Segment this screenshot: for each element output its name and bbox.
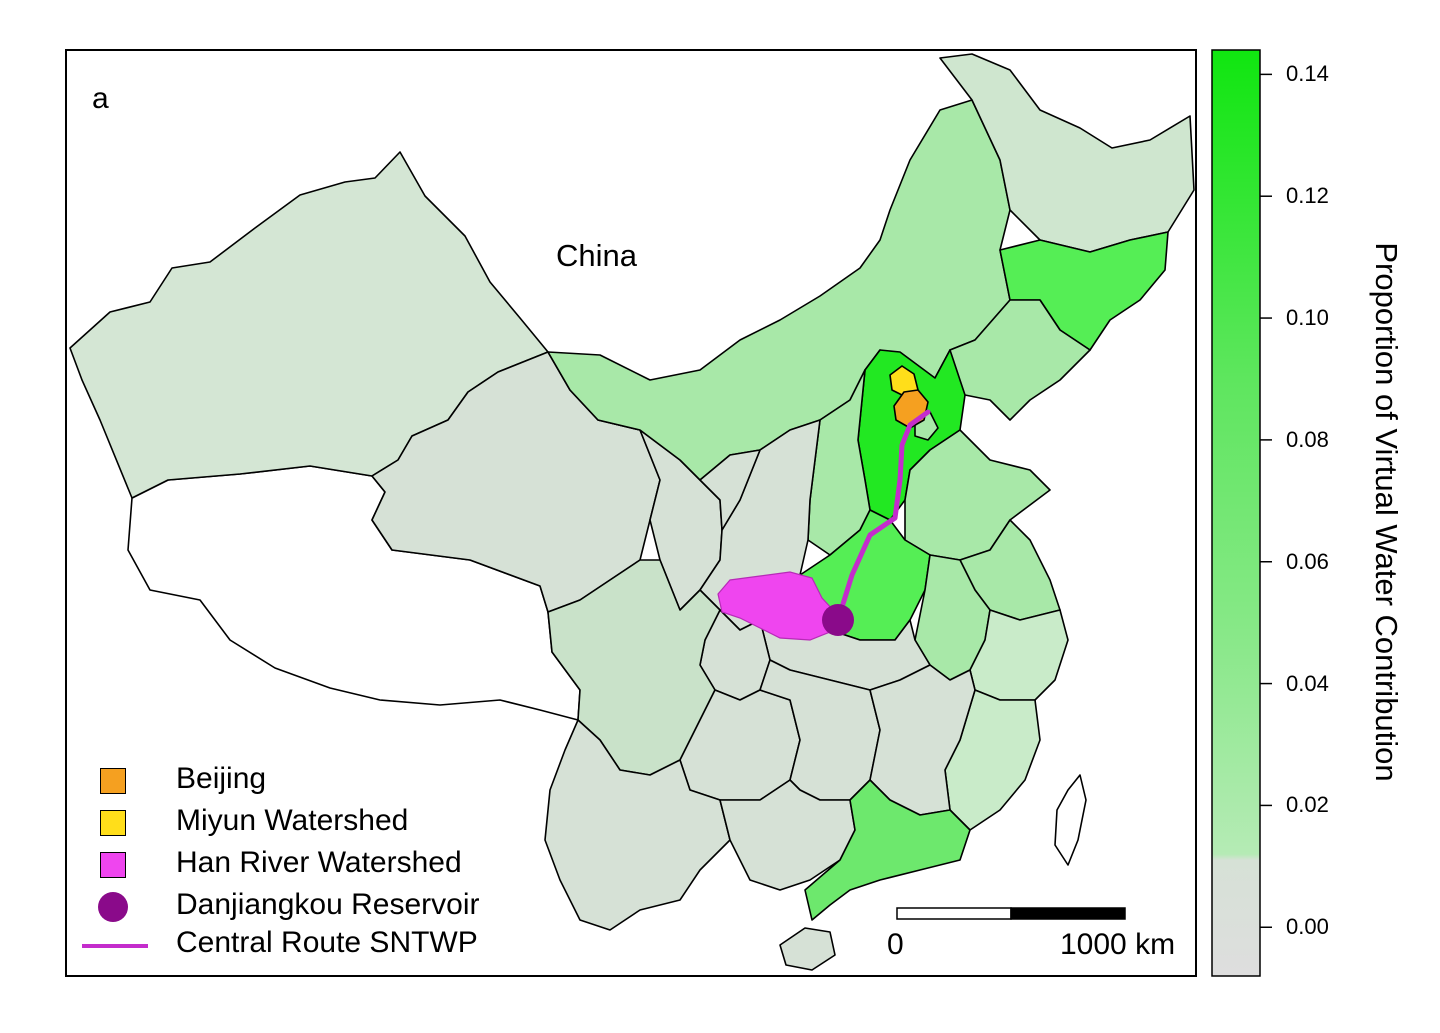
scale-bar-black xyxy=(1010,907,1126,920)
legend-label: Han River Watershed xyxy=(176,846,462,879)
scale-bar-start-label: 0 xyxy=(887,928,904,961)
scale-bar-end-label: 1000 km xyxy=(1060,928,1176,961)
country-label: China xyxy=(556,238,637,273)
legend-label: Danjiangkou Reservoir xyxy=(176,888,480,921)
region-hainan xyxy=(779,927,836,971)
colorbar-tick-label: 0.12 xyxy=(1286,183,1329,209)
legend-label: Central Route SNTWP xyxy=(176,926,478,959)
panel-letter: a xyxy=(92,82,109,115)
danjiangkou-reservoir-marker xyxy=(822,604,854,636)
legend-label: Miyun Watershed xyxy=(176,804,409,837)
colorbar-tick-label: 0.08 xyxy=(1286,426,1329,452)
legend-label: Beijing xyxy=(176,762,267,795)
colorbar-fill xyxy=(1211,49,1261,977)
colorbar-title: Proportion of Virtual Water Contribution xyxy=(1369,242,1404,782)
colorbar-tick-label: 0.10 xyxy=(1286,305,1329,331)
colorbar-tick-label: 0.04 xyxy=(1286,670,1329,696)
legend-swatch-miyun xyxy=(100,810,126,836)
colorbar-tick-label: 0.14 xyxy=(1286,61,1329,87)
legend-circle-reservoir xyxy=(98,892,128,922)
legend-swatch-han-river xyxy=(100,852,126,878)
colorbar-tick-label: 0.02 xyxy=(1286,792,1329,818)
region-xinjiang xyxy=(69,151,549,499)
colorbar-tick-label: 0.00 xyxy=(1286,914,1329,940)
scale-bar-white xyxy=(896,907,1012,920)
region-ningxia xyxy=(699,449,761,531)
region-yunnan xyxy=(544,719,731,931)
legend-line-route xyxy=(82,944,148,948)
region-taiwan xyxy=(1054,774,1087,866)
central-route-line xyxy=(835,409,931,623)
legend-swatch-beijing xyxy=(100,768,126,794)
colorbar-ticks xyxy=(1260,73,1272,929)
colorbar-tick-label: 0.06 xyxy=(1286,548,1329,574)
region-guangdong xyxy=(804,779,971,921)
region-heilongjiang xyxy=(939,53,1195,253)
